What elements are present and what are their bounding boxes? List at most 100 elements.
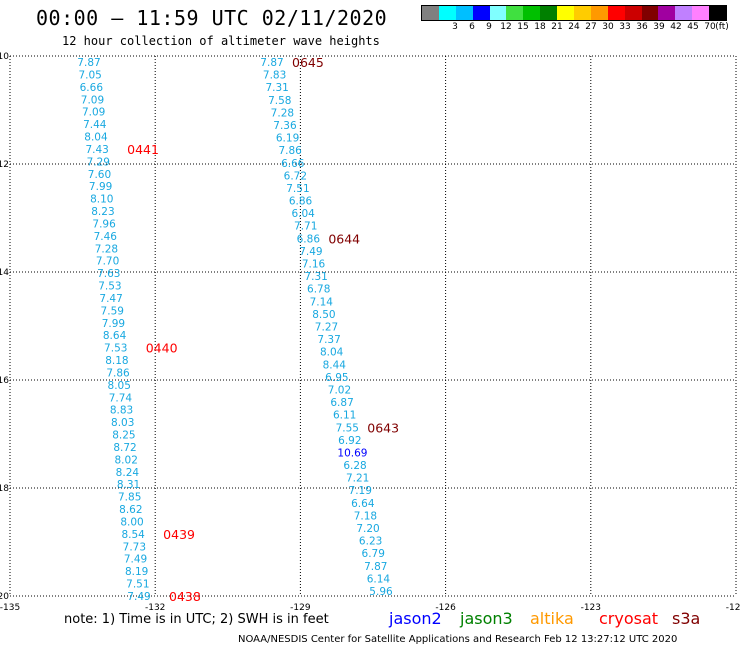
swh-value-label: 7.63 bbox=[97, 268, 120, 280]
swh-value-label: 6.11 bbox=[333, 410, 356, 422]
legend-label: 70 bbox=[704, 22, 716, 32]
swh-value-label: 7.51 bbox=[286, 183, 309, 195]
swh-value-label: 7.21 bbox=[346, 473, 369, 485]
swh-value-label: 8.10 bbox=[90, 194, 113, 206]
satellite-s3a: s3a bbox=[672, 609, 701, 628]
swh-value-label: 7.02 bbox=[328, 384, 351, 396]
swh-value-label: 7.51 bbox=[126, 579, 149, 591]
swh-value-label: 6.79 bbox=[362, 548, 385, 560]
legend-swatch bbox=[422, 6, 439, 20]
legend-label: 6 bbox=[469, 22, 475, 32]
swh-value-label: 8.03 bbox=[111, 417, 134, 429]
pass-time-label: 0441 bbox=[127, 142, 159, 157]
swh-value-label: 7.85 bbox=[118, 492, 141, 504]
legend-swatch bbox=[658, 6, 676, 20]
swh-value-label: 8.23 bbox=[91, 206, 114, 218]
swh-value-label: 6.95 bbox=[325, 372, 348, 384]
swh-value-label: 7.49 bbox=[124, 554, 147, 566]
swh-value-label: 6.66 bbox=[80, 82, 104, 94]
swh-value-label: 7.87 bbox=[77, 57, 100, 69]
swh-value-label: 7.27 bbox=[315, 322, 338, 334]
swh-value-label: 8.04 bbox=[84, 132, 108, 144]
legend-label: 39 bbox=[653, 22, 665, 32]
legend-label: 3 bbox=[452, 22, 458, 32]
y-tick-label: -20 bbox=[0, 592, 9, 602]
swh-value-label: 7.31 bbox=[265, 82, 288, 94]
swh-value-label: 7.59 bbox=[101, 305, 124, 317]
pass-time-label: 0439 bbox=[163, 527, 195, 542]
legend-label: 12 bbox=[500, 22, 512, 32]
legend-swatch bbox=[489, 6, 507, 20]
swh-value-label: 7.86 bbox=[106, 367, 130, 379]
swh-value-label: 7.46 bbox=[94, 231, 118, 243]
swh-value-label: 7.28 bbox=[271, 107, 294, 119]
legend-swatch bbox=[624, 6, 642, 20]
swh-value-label: 8.04 bbox=[320, 347, 344, 359]
swh-value-label: 7.36 bbox=[273, 120, 297, 132]
x-tick-label: -129 bbox=[290, 603, 311, 613]
pass-time-label: 0645 bbox=[292, 55, 324, 70]
legend-swatch bbox=[641, 6, 659, 20]
swh-value-label: 7.73 bbox=[123, 541, 146, 553]
swh-value-label: 7.58 bbox=[268, 95, 291, 107]
swh-value-label: 7.31 bbox=[304, 271, 327, 283]
swh-value-label: 7.28 bbox=[95, 243, 118, 255]
swh-value-label: 7.47 bbox=[99, 293, 122, 305]
swh-value-label: 8.02 bbox=[115, 454, 138, 466]
swh-value-label: 7.29 bbox=[87, 156, 110, 168]
y-tick-label: -10 bbox=[0, 52, 9, 62]
x-tick-label: -135 bbox=[0, 603, 20, 613]
swh-value-label: 6.86 bbox=[289, 196, 313, 208]
legend-swatch bbox=[590, 6, 608, 20]
swh-value-label: 6.92 bbox=[338, 435, 361, 447]
swh-value-label: 7.86 bbox=[278, 145, 302, 157]
y-tick-label: -14 bbox=[0, 268, 9, 278]
swh-value-label: 7.05 bbox=[78, 69, 101, 81]
swh-value-label: 5.96 bbox=[369, 586, 393, 598]
swh-value-label: 7.87 bbox=[260, 57, 283, 69]
legend-swatch bbox=[506, 6, 524, 20]
swh-value-label: 6.64 bbox=[351, 498, 375, 510]
legend-swatch bbox=[540, 6, 558, 20]
legend-swatch bbox=[675, 6, 693, 20]
swh-value-label: 6.23 bbox=[359, 536, 382, 548]
legend-label: 21 bbox=[551, 22, 563, 32]
legend-label: 33 bbox=[619, 22, 631, 32]
legend-label: 24 bbox=[568, 22, 580, 32]
legend-swatch bbox=[607, 6, 625, 20]
legend-swatch bbox=[455, 6, 473, 20]
chart-title: 00:00 — 11:59 UTC 02/11/2020 bbox=[36, 6, 388, 30]
swh-value-label: 8.18 bbox=[105, 355, 128, 367]
swh-value-label: 7.49 bbox=[127, 591, 150, 603]
legend-swatch bbox=[472, 6, 490, 20]
swh-value-label: 7.60 bbox=[88, 169, 111, 181]
swh-value-label: 7.18 bbox=[354, 510, 377, 522]
swh-value-label: 8.72 bbox=[113, 442, 136, 454]
satellite-jason3: jason3 bbox=[460, 609, 513, 628]
pass-time-label: 0440 bbox=[146, 341, 178, 356]
swh-value-label: 10.69 bbox=[337, 447, 367, 459]
swh-value-label: 7.71 bbox=[294, 221, 317, 233]
legend-swatch bbox=[709, 6, 727, 20]
color-legend-labels: 3 6 9 12 15 18 21 24 27 30 33 36 39 42 45 70 (ft) bbox=[421, 22, 729, 34]
swh-value-label: 8.31 bbox=[117, 479, 140, 491]
swh-value-label: 8.00 bbox=[120, 516, 143, 528]
color-legend bbox=[421, 5, 727, 21]
swh-value-label: 7.37 bbox=[317, 334, 340, 346]
swh-value-label: 7.99 bbox=[89, 181, 112, 193]
swh-value-label: 7.09 bbox=[81, 94, 104, 106]
legend-label: 42 bbox=[670, 22, 682, 32]
pass-time-label: 0438 bbox=[169, 589, 201, 604]
swh-value-label: 7.53 bbox=[104, 343, 127, 355]
swh-value-label: 6.19 bbox=[276, 133, 299, 145]
swh-value-label: 7.83 bbox=[263, 70, 286, 82]
footnote: note: 1) Time is in UTC; 2) SWH is in fe… bbox=[64, 612, 329, 627]
y-tick-label: -18 bbox=[0, 484, 9, 494]
swh-value-label: 7.96 bbox=[92, 218, 116, 230]
swh-value-label: 6.87 bbox=[330, 397, 353, 409]
swh-value-label: 7.49 bbox=[299, 246, 322, 258]
swh-value-label: 6.86 bbox=[297, 233, 321, 245]
swh-value-label: 7.44 bbox=[83, 119, 107, 131]
swh-value-label: 8.44 bbox=[323, 359, 347, 371]
